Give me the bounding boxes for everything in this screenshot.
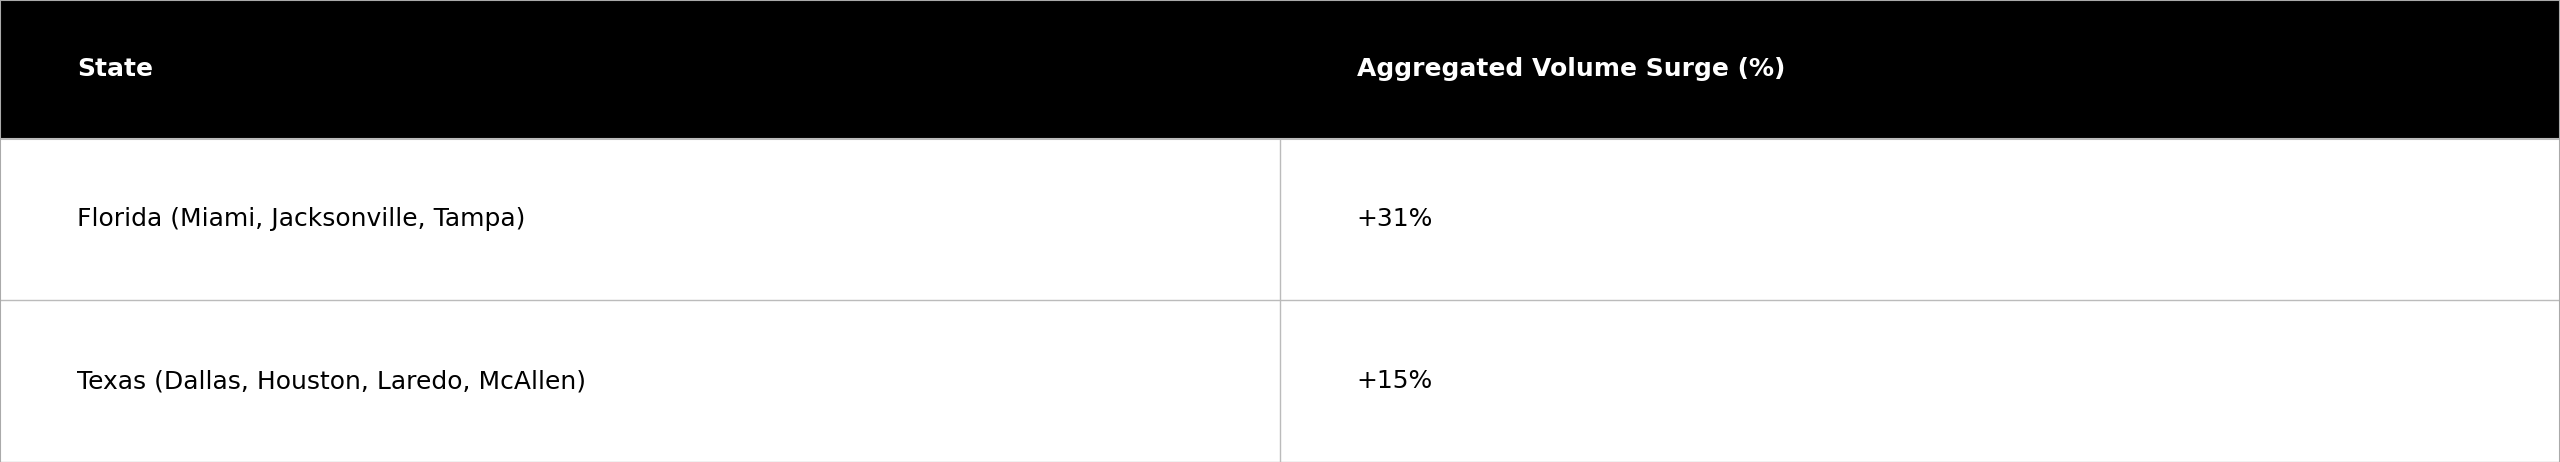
Text: State: State <box>77 57 154 81</box>
Text: Aggregated Volume Surge (%): Aggregated Volume Surge (%) <box>1357 57 1784 81</box>
Bar <box>0 0 2560 139</box>
Text: +31%: +31% <box>1357 207 1434 231</box>
Bar <box>0 300 2560 462</box>
Bar <box>0 139 2560 300</box>
Text: +15%: +15% <box>1357 369 1434 393</box>
Text: Texas (Dallas, Houston, Laredo, McAllen): Texas (Dallas, Houston, Laredo, McAllen) <box>77 369 586 393</box>
Text: Florida (Miami, Jacksonville, Tampa): Florida (Miami, Jacksonville, Tampa) <box>77 207 525 231</box>
